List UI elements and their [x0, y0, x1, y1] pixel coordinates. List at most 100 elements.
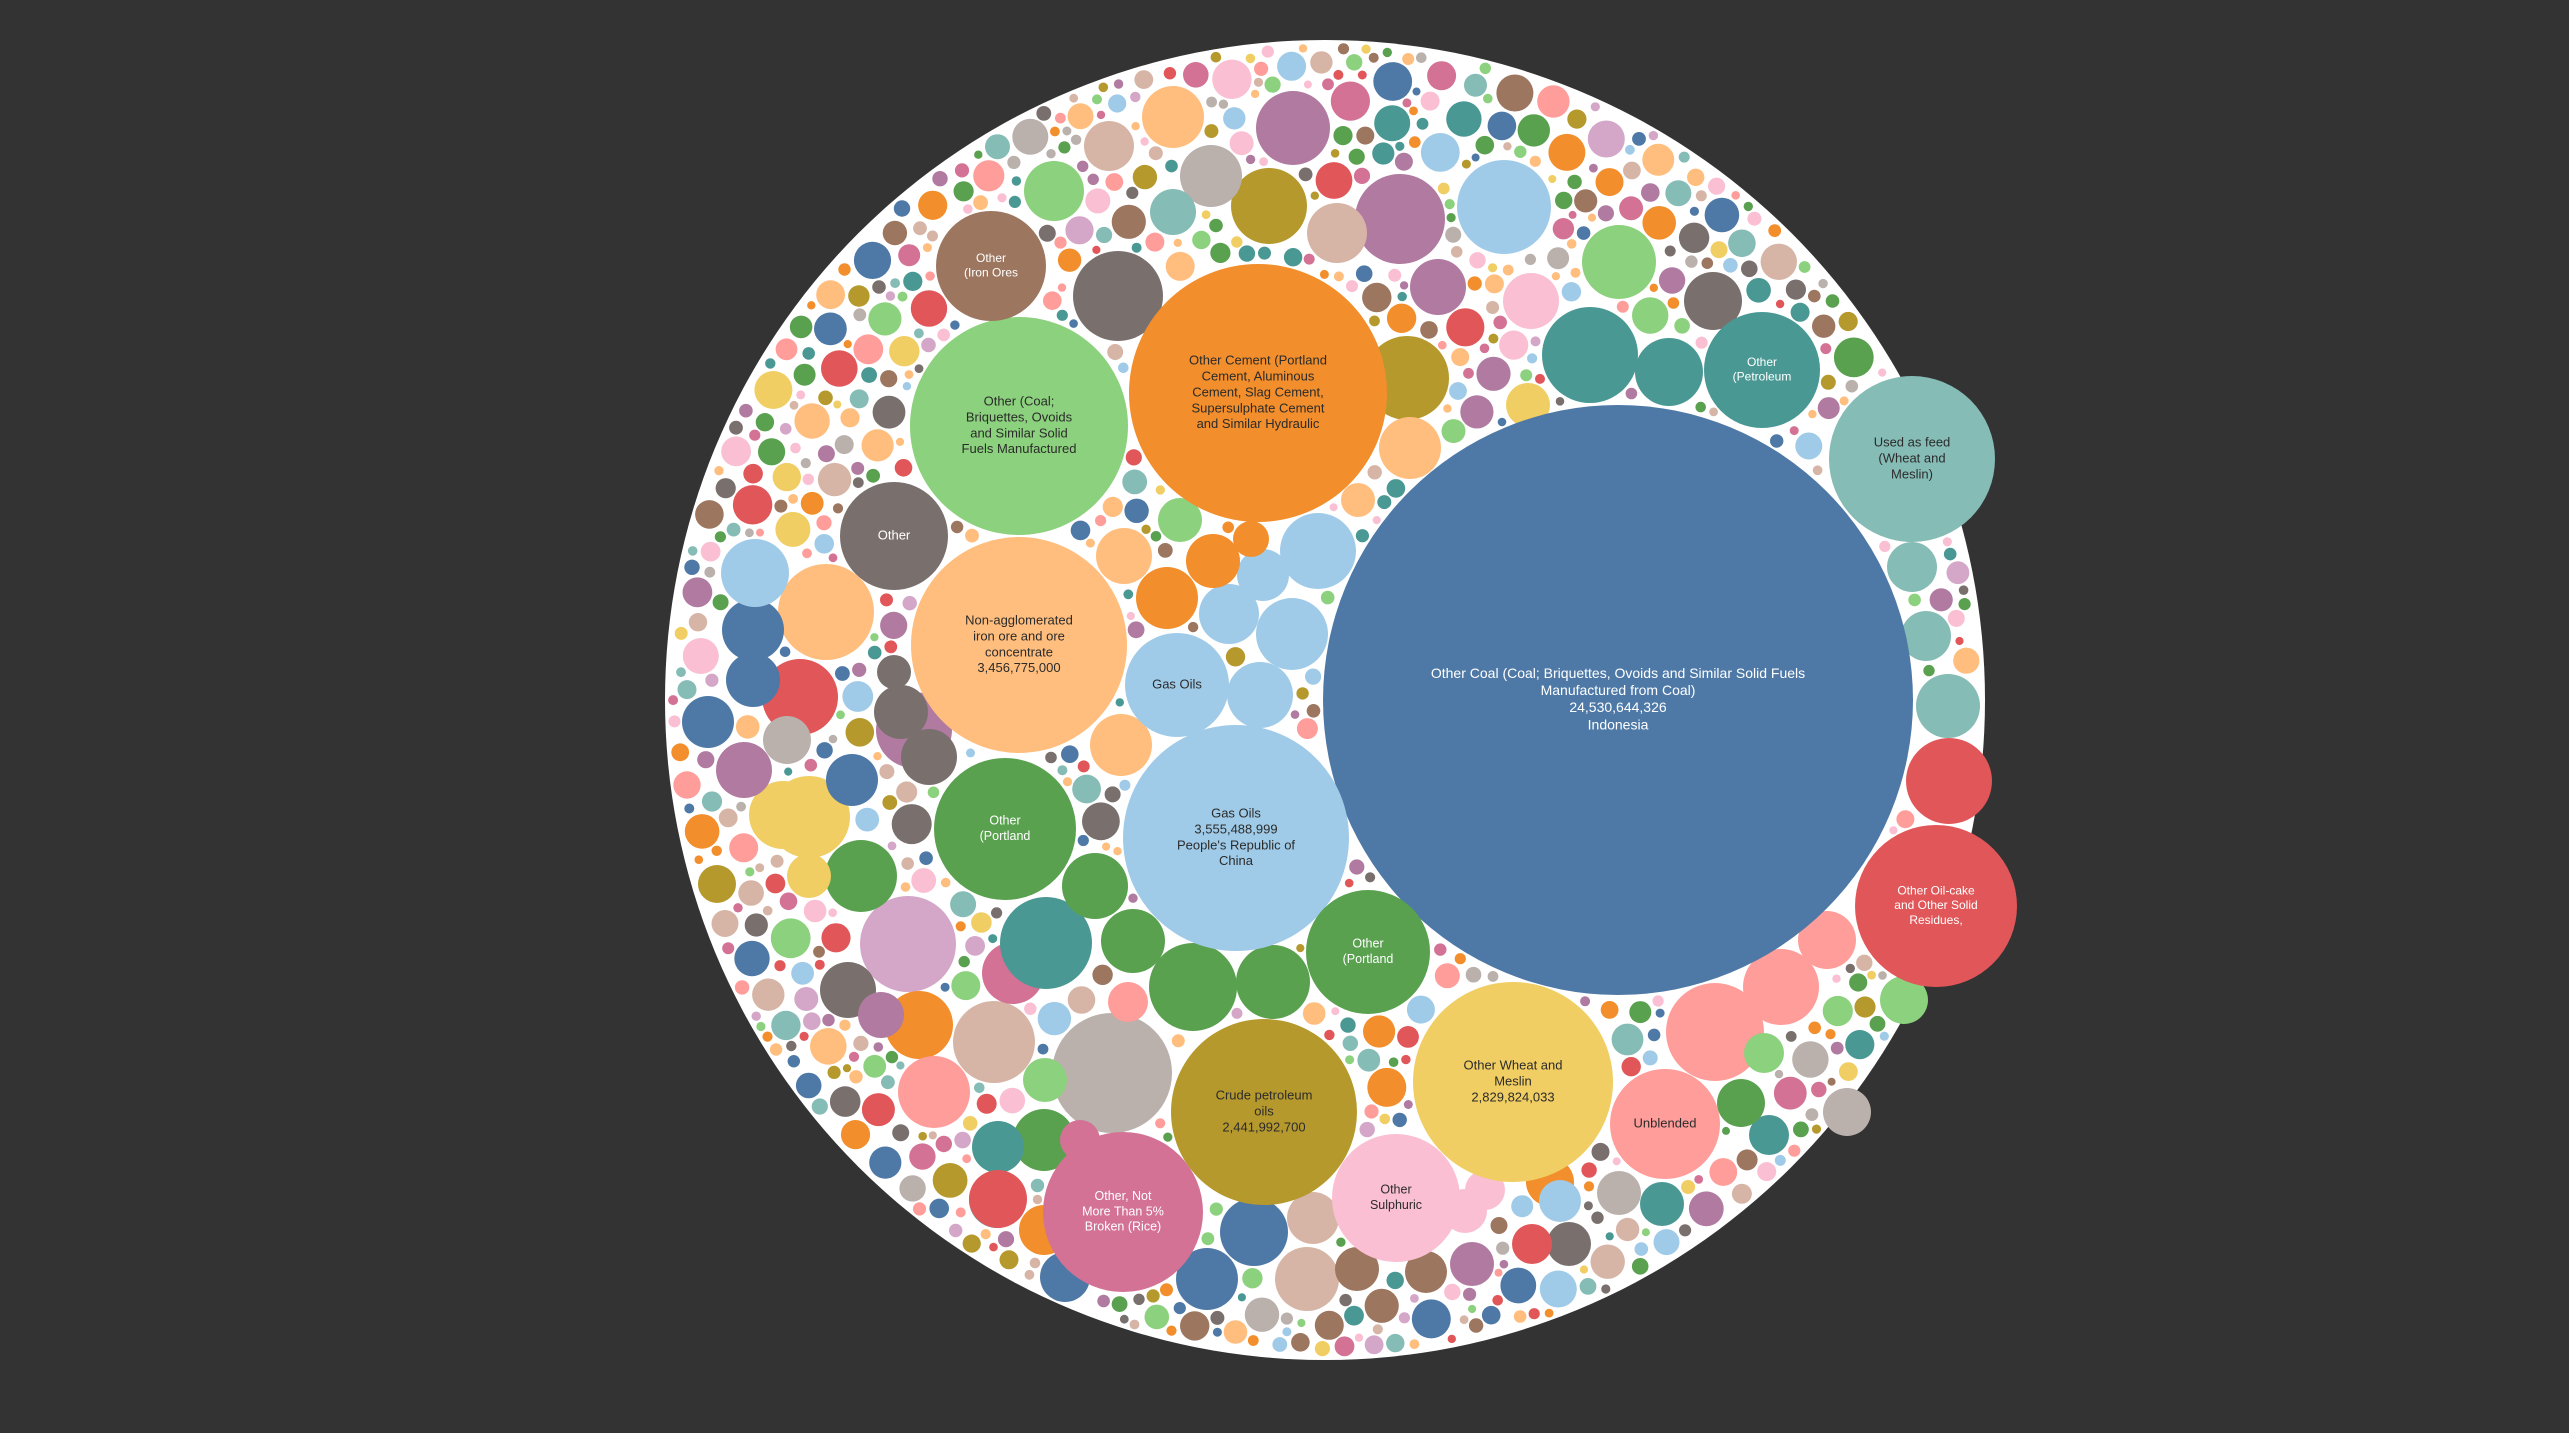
bubble: [1111, 1296, 1128, 1312]
bubble-15[interactable]: Other(Portland: [1306, 890, 1430, 1014]
bubble-label-line: and Similar Solid: [970, 425, 1068, 440]
bubble: [1069, 319, 1078, 328]
bubble: [1548, 175, 1557, 183]
bubble-12[interactable]: Other(Petroleum: [1704, 312, 1820, 428]
bubble: [1140, 137, 1149, 146]
bubble: [1212, 1327, 1222, 1337]
bubble: [1790, 302, 1810, 322]
bubble-label-line: (Iron Ores: [964, 265, 1018, 279]
bubble: [1889, 826, 1898, 835]
bubble-circle[interactable]: [1332, 1134, 1460, 1262]
bubble-label-line: Crude petroleum: [1216, 1088, 1313, 1103]
bubble-label-line: Meslin): [1891, 466, 1933, 481]
bubble: [900, 882, 911, 892]
bubble-circle[interactable]: [1704, 312, 1820, 428]
bubble-13[interactable]: Other: [840, 482, 948, 590]
bubble: [1688, 1191, 1724, 1227]
bubble-circle[interactable]: [936, 211, 1046, 321]
bubble: [1254, 61, 1269, 76]
bubble: [821, 923, 851, 953]
bubble: [828, 553, 838, 563]
bubble: [1065, 216, 1094, 245]
bubble-circle[interactable]: [911, 537, 1127, 753]
bubble: [1517, 114, 1551, 147]
bubble-17[interactable]: Unblended: [1610, 1069, 1720, 1179]
bubble-label-line: Gas Oils: [1152, 676, 1202, 691]
bubble: [716, 742, 772, 798]
bubble: [1818, 278, 1828, 289]
bubble-circle[interactable]: [1125, 633, 1229, 737]
bubble-circle[interactable]: [1043, 1132, 1203, 1292]
bubble-11[interactable]: Other(Iron Ores: [936, 211, 1046, 321]
bubble-circle[interactable]: [1123, 725, 1349, 951]
bubble-18[interactable]: Gas Oils: [1125, 633, 1229, 737]
bubble: [1631, 1258, 1649, 1275]
bubble: [1123, 589, 1134, 600]
bubble: [1798, 261, 1811, 273]
bubble: [940, 877, 951, 888]
bubble: [899, 1175, 926, 1202]
bubble: [1879, 540, 1891, 553]
bubble-circle[interactable]: [1829, 376, 1995, 542]
bubble: [1590, 102, 1600, 112]
bubble: [1655, 1008, 1665, 1018]
bubble-1[interactable]: Other Coal (Coal; Briquettes, Ovoids and…: [1323, 405, 1913, 995]
bubble: [711, 845, 722, 856]
bubble: [1953, 647, 1980, 674]
bubble: [1785, 1031, 1797, 1042]
bubble-circle[interactable]: [934, 758, 1076, 900]
bubble: [1743, 201, 1754, 212]
bubble-label-line: iron ore and ore: [973, 629, 1065, 644]
bubble: [733, 903, 743, 913]
bubble-label-line: Fuels Manufactured: [962, 441, 1077, 456]
bubble: [1561, 282, 1582, 302]
bubble: [1201, 1232, 1215, 1246]
bubble: [1612, 1157, 1621, 1166]
bubble: [775, 338, 798, 361]
bubble: [1463, 367, 1474, 379]
bubble: [772, 462, 801, 492]
bubble: [950, 891, 977, 918]
bubble: [1908, 593, 1921, 607]
bubble-circle[interactable]: [1413, 982, 1613, 1182]
bubble-circle[interactable]: [840, 482, 948, 590]
bubble-label-line: and Similar Hydraulic: [1197, 416, 1320, 431]
bubble: [1579, 1265, 1589, 1274]
bubble: [1367, 1067, 1407, 1107]
bubble-circle[interactable]: [1129, 264, 1387, 522]
bubble: [1146, 1289, 1160, 1303]
bubble-label-line: Briquettes, Ovoids: [966, 410, 1073, 425]
bubble: [1601, 1284, 1611, 1294]
bubble: [1497, 417, 1507, 427]
bubble-circle[interactable]: [910, 317, 1128, 535]
bubble-circle[interactable]: [1610, 1069, 1720, 1179]
bubble: [1227, 662, 1293, 728]
bubble: [816, 515, 832, 531]
bubble: [1449, 382, 1467, 400]
bubble: [774, 960, 786, 972]
bubble-circle[interactable]: [1323, 405, 1913, 995]
bubble-circle[interactable]: [1306, 890, 1430, 1014]
bubble-circle[interactable]: [1171, 1019, 1357, 1205]
bubble: [896, 781, 918, 803]
bubble: [789, 400, 799, 410]
bubble-label-line: People's Republic of: [1177, 837, 1295, 852]
bubble: [1210, 242, 1231, 263]
bubble: [897, 291, 908, 302]
bubble-circle[interactable]: [1855, 825, 2017, 987]
bubble: [1307, 203, 1367, 263]
bubble: [1590, 1244, 1625, 1279]
bubble-14[interactable]: Other(Portland: [934, 758, 1076, 900]
bubble: [1570, 267, 1581, 278]
bubble: [1845, 1030, 1875, 1060]
